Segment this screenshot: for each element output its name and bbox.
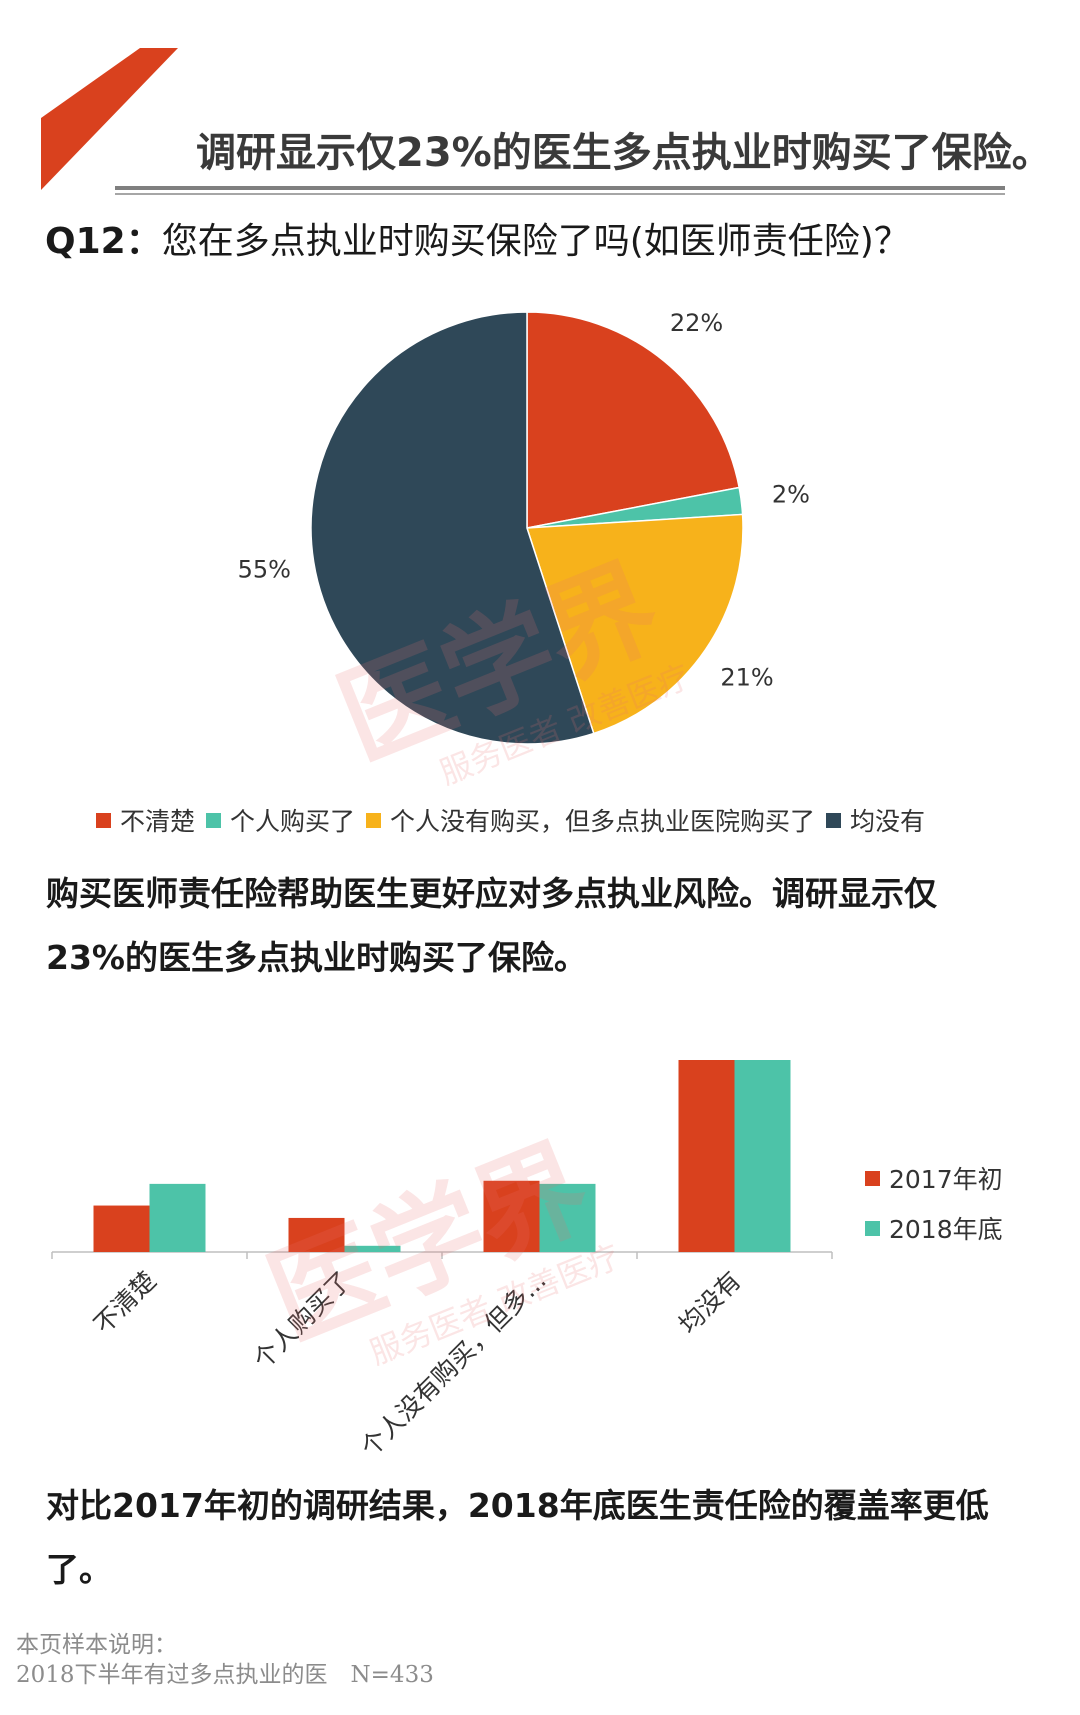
paragraph-1-line-1: 购买医师责任险帮助医生更好应对多点执业风险。调研显示仅 xyxy=(46,874,937,913)
legend-label: 2017年初 xyxy=(889,1165,1003,1194)
bar-legend: 2017年初 2018年底 xyxy=(865,1160,1014,1260)
pie-legend-item: 均没有 xyxy=(826,802,925,838)
bar-legend-item: 2017年初 xyxy=(865,1160,1003,1196)
paragraph-2: 对比2017年初的调研结果，2018年底医生责任险的覆盖率更低了。 xyxy=(46,1486,989,1589)
legend-swatch xyxy=(865,1170,880,1186)
legend-label: 不清楚 xyxy=(120,807,196,836)
watermark-brand: 医学界 xyxy=(252,1122,606,1364)
watermark-slogan: 服务医者 改善医疗 xyxy=(364,1237,625,1372)
question-number: Q12： xyxy=(45,221,162,262)
bar xyxy=(678,1060,735,1252)
legend-swatch xyxy=(96,812,111,828)
pie-legend-item: 不清楚 xyxy=(96,802,195,838)
x-tick-label: 不清楚 xyxy=(88,1266,162,1340)
x-tick-label: 个人没有购买，但多... xyxy=(355,1266,551,1462)
pie-legend-item: 个人没有购买，但多点执业医院购买了 xyxy=(366,802,815,838)
bar-legend-item: 2018年底 xyxy=(865,1210,1003,1246)
legend-swatch xyxy=(865,1220,880,1236)
bar xyxy=(93,1205,150,1252)
paragraph-1: 购买医师责任险帮助医生更好应对多点执业风险。调研显示仅 23%的医生多点执业时购… xyxy=(46,862,1046,990)
pie-data-label: 2% xyxy=(772,481,810,509)
sample-note-line-1: 本页样本说明： xyxy=(16,1632,177,1658)
watermark-logo-bottom: 医学界 服务医者 改善医疗 xyxy=(252,1122,626,1372)
sample-note-line-2: 2018下半年有过多点执业的医 N=433 xyxy=(16,1662,434,1688)
legend-label: 个人没有购买，但多点执业医院购买了 xyxy=(390,807,816,836)
page-title: 调研显示仅23%的医生多点执业时购买了保险。 xyxy=(196,130,1052,176)
x-tick-label: 均没有 xyxy=(673,1266,747,1340)
pie-slice xyxy=(310,311,595,745)
bar xyxy=(483,1180,540,1252)
bar xyxy=(539,1183,596,1252)
x-tick-label: 个人购买了 xyxy=(248,1266,357,1375)
bar xyxy=(734,1060,791,1252)
title-rule xyxy=(115,186,1005,190)
pie-data-label: 55% xyxy=(238,556,291,584)
question-text: 您在多点执业时购买保险了吗(如医师责任险)？ xyxy=(161,221,910,262)
paragraph-1-line-2: 23%的医生多点执业时购买了保险。 xyxy=(46,938,587,977)
bar xyxy=(149,1183,206,1252)
pie-legend: 不清楚 个人购买了 个人没有购买，但多点执业医院购买了 均没有 xyxy=(96,802,936,838)
pie-data-label: 22% xyxy=(670,309,723,337)
corner-decoration xyxy=(41,48,178,190)
pie-legend-item: 个人购买了 xyxy=(206,802,355,838)
legend-swatch xyxy=(826,812,842,828)
pie-slice xyxy=(526,311,741,529)
legend-label: 个人购买了 xyxy=(230,807,356,836)
title-rule-thin xyxy=(115,193,1005,195)
legend-swatch xyxy=(366,812,382,828)
pie-slice xyxy=(525,513,744,735)
question: Q12：您在多点执业时购买保险了吗(如医师责任险)？ xyxy=(45,212,910,264)
pie-chart: 22% 2% 21% 55% xyxy=(238,309,810,745)
pie-data-label: 21% xyxy=(720,664,773,692)
bar xyxy=(344,1245,401,1252)
bar xyxy=(288,1217,345,1252)
legend-swatch xyxy=(206,812,222,828)
legend-label: 均没有 xyxy=(850,807,926,836)
legend-label: 2018年底 xyxy=(889,1215,1003,1244)
sample-note: 本页样本说明： 2018下半年有过多点执业的医 N=433 xyxy=(16,1630,434,1690)
